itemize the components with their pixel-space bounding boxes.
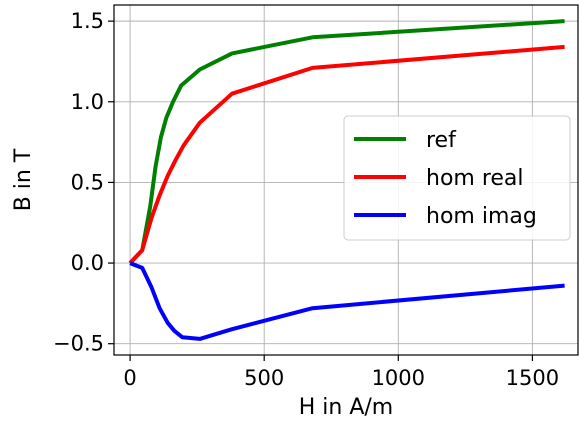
- y-tick-label: −0.5: [53, 332, 104, 356]
- y-tick-label: 1.5: [71, 9, 104, 33]
- y-tick-label: 0.5: [71, 170, 104, 194]
- legend-box: [343, 115, 571, 241]
- x-tick-label: 0: [123, 366, 136, 390]
- x-tick-label: 500: [244, 366, 284, 390]
- ticks: 0 500 1000 1500 −0.5 0.0 0.5 1.0 1.5: [53, 9, 559, 390]
- y-tick-label: 1.0: [71, 90, 104, 114]
- y-tick-label: 0.0: [71, 251, 104, 275]
- legend: ref hom real hom imag: [343, 115, 571, 241]
- series-layer: [128, 19, 565, 341]
- series-line-0: [128, 19, 565, 265]
- legend-label-0: ref: [426, 128, 457, 153]
- x-tick-label: 1500: [506, 366, 559, 390]
- series-line-1: [128, 44, 565, 265]
- y-axis-label: B in T: [11, 148, 36, 211]
- series-line-2: [129, 261, 565, 341]
- legend-label-2: hom imag: [426, 204, 537, 229]
- x-tick-label: 1000: [372, 366, 425, 390]
- grid: [114, 5, 578, 355]
- x-axis-label: H in A/m: [299, 395, 393, 420]
- plot-frame: [113, 4, 579, 356]
- legend-label-1: hom real: [426, 166, 524, 191]
